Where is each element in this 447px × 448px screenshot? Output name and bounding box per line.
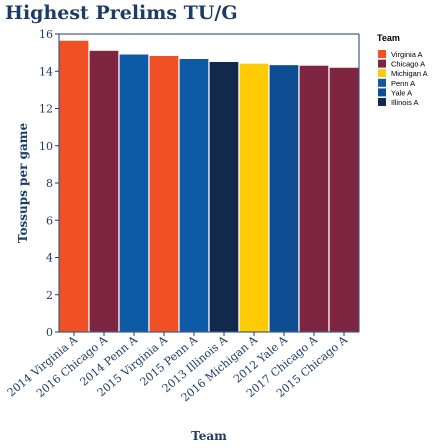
legend-label-3: Penn A bbox=[391, 79, 415, 88]
y-tick-label-2: 4 bbox=[46, 252, 53, 265]
y-tick-label-3: 6 bbox=[46, 214, 53, 227]
legend-swatch-2 bbox=[378, 69, 386, 78]
legend-swatch-4 bbox=[378, 88, 386, 97]
y-tick-label-5: 10 bbox=[39, 140, 53, 153]
y-tick-label-6: 12 bbox=[39, 103, 53, 116]
x-axis-title: Team bbox=[191, 429, 227, 443]
bar-5 bbox=[208, 60, 240, 333]
chart-title: Highest Prelims TU/G bbox=[5, 2, 238, 24]
legend-swatch-0 bbox=[378, 50, 386, 58]
bar-9 bbox=[328, 66, 360, 333]
legend-label-0: Virginia A bbox=[391, 50, 423, 59]
legend-title: Team bbox=[377, 33, 400, 43]
legend-item-4: Yale A bbox=[378, 88, 412, 97]
y-tick-label-7: 14 bbox=[39, 65, 53, 78]
legend-item-3: Penn A bbox=[378, 78, 415, 88]
legend-item-0: Virginia A bbox=[378, 50, 423, 59]
bar-8 bbox=[298, 64, 330, 333]
bar-3 bbox=[148, 54, 180, 333]
y-tick-label-4: 8 bbox=[46, 177, 53, 190]
y-tick-label-0: 0 bbox=[46, 326, 53, 339]
bars-layer bbox=[58, 39, 360, 333]
legend-label-5: Illinois A bbox=[391, 98, 419, 107]
axis-layer bbox=[55, 33, 360, 336]
legend-label-4: Yale A bbox=[391, 88, 412, 97]
legend-item-2: Michigan A bbox=[378, 69, 428, 78]
y-tick-label-1: 2 bbox=[46, 289, 53, 302]
y-axis-title: Tossups per game bbox=[16, 123, 30, 244]
bar-7 bbox=[268, 63, 300, 333]
y-tick-label-8: 16 bbox=[39, 28, 53, 41]
legend-swatch-3 bbox=[378, 78, 386, 87]
legend-item-1: Chicago A bbox=[378, 59, 425, 69]
bar-4 bbox=[178, 57, 210, 333]
bar-6 bbox=[238, 62, 270, 333]
y-tick-labels: 0 2 4 6 8 10 12 14 16 bbox=[39, 28, 53, 339]
bar-2 bbox=[118, 53, 150, 333]
bar-1 bbox=[88, 49, 120, 333]
legend-label-2: Michigan A bbox=[391, 69, 428, 78]
bar-0 bbox=[58, 39, 90, 333]
legend-swatch-5 bbox=[378, 98, 386, 106]
legend-item-5: Illinois A bbox=[378, 98, 419, 107]
legend-swatch-1 bbox=[378, 59, 386, 68]
legend-label-1: Chicago A bbox=[391, 60, 425, 69]
